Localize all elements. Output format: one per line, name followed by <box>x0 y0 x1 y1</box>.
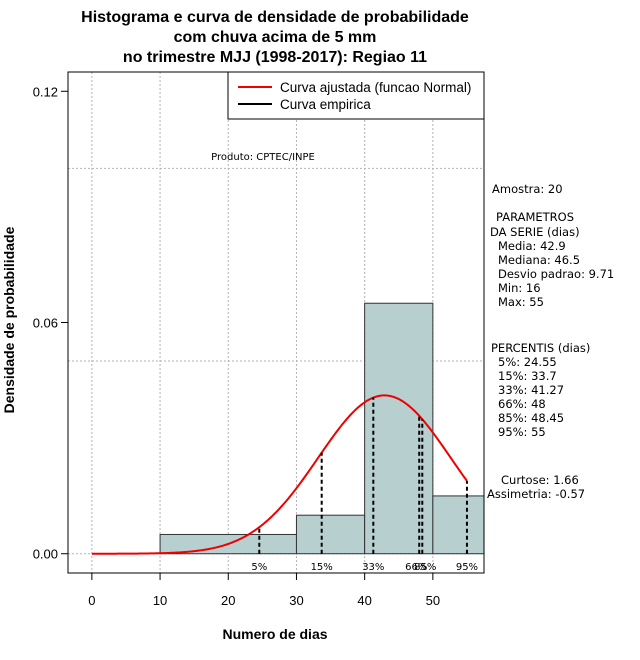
x-tick-label: 10 <box>153 593 167 608</box>
stat-p95: 95%: 55 <box>498 425 546 439</box>
percentile-label: 85% <box>414 562 436 573</box>
stat-mediana: Mediana: 46.5 <box>498 253 580 267</box>
legend: Curva ajustada (funcao Normal) Curva emp… <box>227 71 485 120</box>
stat-assimetria: Assimetria: -0.57 <box>487 487 585 501</box>
axes: 0 10 20 30 40 50 0.00 0.06 0.12 <box>33 71 485 608</box>
statistics-panel: Amostra: 20 PARAMETROS DA SERIE (dias) M… <box>487 182 614 501</box>
normal-curve <box>91 394 468 555</box>
stat-p15: 15%: 33.7 <box>498 369 557 383</box>
stat-max: Max: 55 <box>498 295 544 309</box>
percentile-label: 5% <box>251 562 267 573</box>
percentile-lines: 5% 15% 33% 66%85% 95% <box>251 397 478 573</box>
stat-desvio: Desvio padrao: 9.71 <box>498 267 614 281</box>
normal-curve-group <box>91 394 468 555</box>
chart-title-line-2: com chuva acima de 5 mm <box>174 29 377 46</box>
product-label: Produto: CPTEC/INPE <box>211 152 315 163</box>
legend-label-empirical: Curva empirica <box>280 97 371 112</box>
x-tick-label: 0 <box>88 593 95 608</box>
y-tick-label: 0.06 <box>33 316 58 331</box>
stat-curtose: Curtose: 1.66 <box>501 473 579 487</box>
legend-label-fitted: Curva ajustada (funcao Normal) <box>280 80 471 95</box>
y-tick-label: 0.00 <box>33 547 58 562</box>
x-tick-label: 30 <box>289 593 303 608</box>
histogram-bar <box>364 302 434 555</box>
stat-p66: 66%: 48 <box>498 397 546 411</box>
histogram-bar <box>295 514 366 555</box>
legend-box <box>227 71 485 120</box>
histogram-bar <box>432 495 485 555</box>
stat-p5: 5%: 24.55 <box>498 355 557 369</box>
stat-p85: 85%: 48.45 <box>498 411 564 425</box>
stat-params-title-2: DA SERIE (dias) <box>490 225 580 239</box>
percentile-label: 66% <box>405 562 427 573</box>
stat-p33: 33%: 41.27 <box>498 383 564 397</box>
stat-media: Media: 42.9 <box>498 239 566 253</box>
y-axis-label: Densidade de probabilidade <box>1 226 17 413</box>
stat-sample: Amostra: 20 <box>492 182 563 196</box>
stat-min: Min: 16 <box>498 281 541 295</box>
stat-percentis-title: PERCENTIS (dias) <box>491 341 590 355</box>
x-axis-label: Numero de dias <box>222 626 327 642</box>
x-tick-label: 40 <box>357 593 371 608</box>
chart-title-line-1: Histograma e curva de densidade de proba… <box>81 9 469 26</box>
x-tick-label: 20 <box>221 593 235 608</box>
y-tick-label: 0.12 <box>33 84 58 99</box>
percentile-label: 15% <box>311 562 333 573</box>
percentile-label: 95% <box>456 562 478 573</box>
x-tick-label: 50 <box>426 593 440 608</box>
percentile-label: 33% <box>362 562 384 573</box>
histogram-bars <box>159 302 485 555</box>
stat-params-title-1: PARAMETROS <box>496 210 574 224</box>
chart-title-line-3: no trimestre MJJ (1998-2017): Regiao 11 <box>123 49 427 66</box>
